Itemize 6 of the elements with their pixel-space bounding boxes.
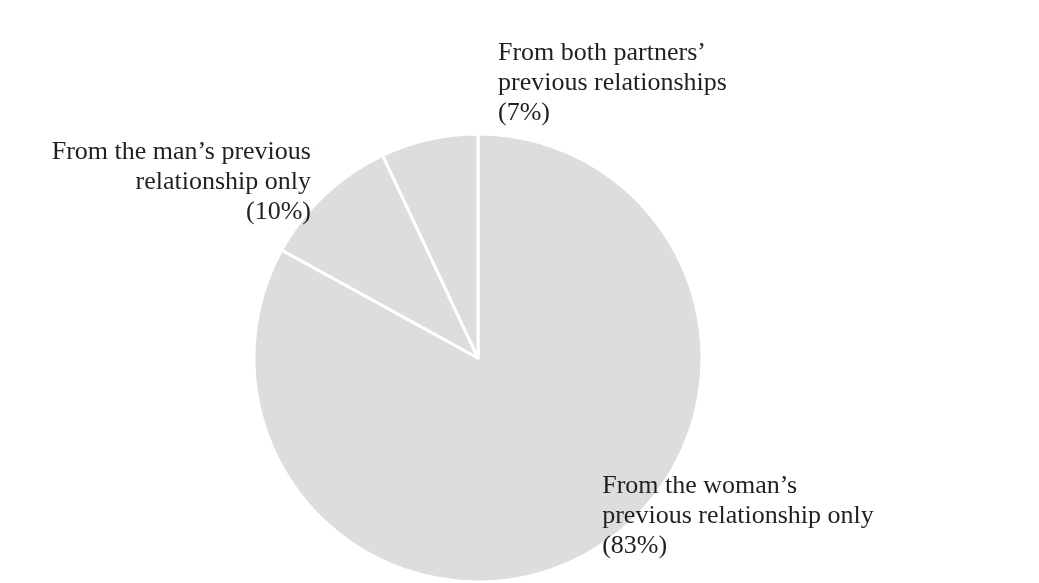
slice-label: From the woman’s previous relationship only [602, 470, 874, 529]
data-label: (83%) [602, 530, 668, 559]
data-label: (7%) [498, 97, 550, 126]
slice-label: From the man’s previous relationship only [51, 135, 311, 195]
slice-label: From both partners’ previous relationships [498, 37, 727, 96]
data-label: (10%) [245, 195, 311, 225]
